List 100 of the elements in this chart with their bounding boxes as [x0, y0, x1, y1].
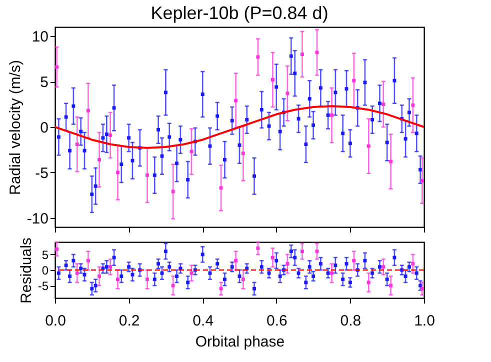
point — [90, 286, 94, 290]
point — [267, 124, 271, 128]
point — [108, 265, 112, 269]
point — [94, 284, 98, 288]
point — [190, 150, 194, 154]
point — [404, 137, 408, 141]
y-tick-label: 0 — [42, 264, 49, 278]
point — [101, 136, 105, 140]
y-tick-label: 5 — [42, 248, 49, 262]
point — [293, 256, 297, 260]
point — [116, 278, 120, 282]
point — [98, 158, 102, 162]
point — [300, 52, 304, 56]
point — [392, 256, 396, 260]
point — [252, 174, 256, 178]
x-tick-label: 0.2 — [118, 312, 140, 330]
point — [334, 264, 338, 268]
point — [200, 92, 204, 96]
point — [385, 278, 389, 282]
y-axis-title: Residuals — [18, 238, 35, 304]
point — [216, 262, 220, 266]
point — [104, 265, 108, 269]
point — [68, 274, 72, 278]
point — [370, 271, 374, 275]
point — [79, 130, 83, 134]
point — [230, 265, 234, 269]
point — [308, 97, 312, 101]
x-tick-label: 1.0 — [414, 312, 435, 330]
point — [64, 264, 68, 268]
point — [326, 271, 330, 275]
point — [56, 271, 60, 275]
point — [378, 102, 382, 106]
point — [127, 136, 131, 140]
point — [112, 106, 116, 110]
point — [274, 258, 278, 262]
point — [116, 170, 120, 174]
point — [216, 114, 220, 118]
point — [370, 118, 374, 122]
point — [164, 250, 168, 254]
x-tick-label: 0.8 — [340, 312, 362, 330]
point — [241, 152, 245, 156]
point — [219, 186, 223, 190]
point — [389, 284, 393, 288]
point — [175, 162, 178, 166]
point — [127, 265, 131, 269]
point — [86, 108, 90, 112]
point — [286, 262, 290, 266]
point — [352, 258, 356, 262]
y-tick-label: -5 — [38, 279, 49, 294]
point — [382, 265, 386, 269]
point — [168, 265, 172, 269]
point — [330, 113, 334, 117]
point — [223, 278, 226, 282]
point — [414, 271, 418, 275]
y-tick-label: 0 — [40, 120, 48, 136]
point — [330, 271, 334, 275]
point — [420, 286, 424, 290]
point — [366, 280, 370, 284]
point — [286, 92, 290, 96]
point — [408, 265, 411, 269]
point — [208, 144, 212, 148]
point — [411, 262, 415, 266]
chart-title: Kepler-10b (P=0.84 d) — [150, 3, 328, 23]
point — [156, 262, 160, 266]
point — [389, 160, 393, 164]
point — [252, 286, 256, 290]
point — [404, 274, 408, 278]
y-tick-label: -10 — [26, 210, 48, 228]
point — [260, 108, 264, 112]
point — [146, 173, 149, 177]
point — [171, 190, 175, 194]
point — [341, 132, 345, 136]
point — [304, 280, 308, 284]
point — [68, 148, 72, 152]
point — [411, 103, 415, 107]
point — [241, 278, 245, 282]
point — [108, 133, 112, 137]
point — [79, 266, 83, 270]
point — [120, 274, 124, 278]
point — [190, 271, 194, 275]
point — [256, 246, 260, 250]
x-axis-title: Orbital phase — [195, 334, 285, 350]
point — [296, 271, 300, 275]
point — [326, 113, 330, 117]
point — [230, 118, 234, 122]
point — [152, 173, 156, 177]
point — [175, 274, 178, 278]
point — [289, 54, 293, 58]
point — [146, 278, 149, 282]
point — [75, 142, 79, 146]
y-axis-title: Radial velocity (m/s) — [6, 60, 24, 196]
point — [363, 80, 367, 84]
point — [72, 258, 76, 262]
point — [278, 274, 282, 278]
point — [366, 144, 370, 148]
point — [82, 272, 86, 276]
point — [348, 142, 352, 146]
point — [300, 250, 304, 254]
point — [408, 110, 411, 114]
point — [293, 72, 297, 76]
